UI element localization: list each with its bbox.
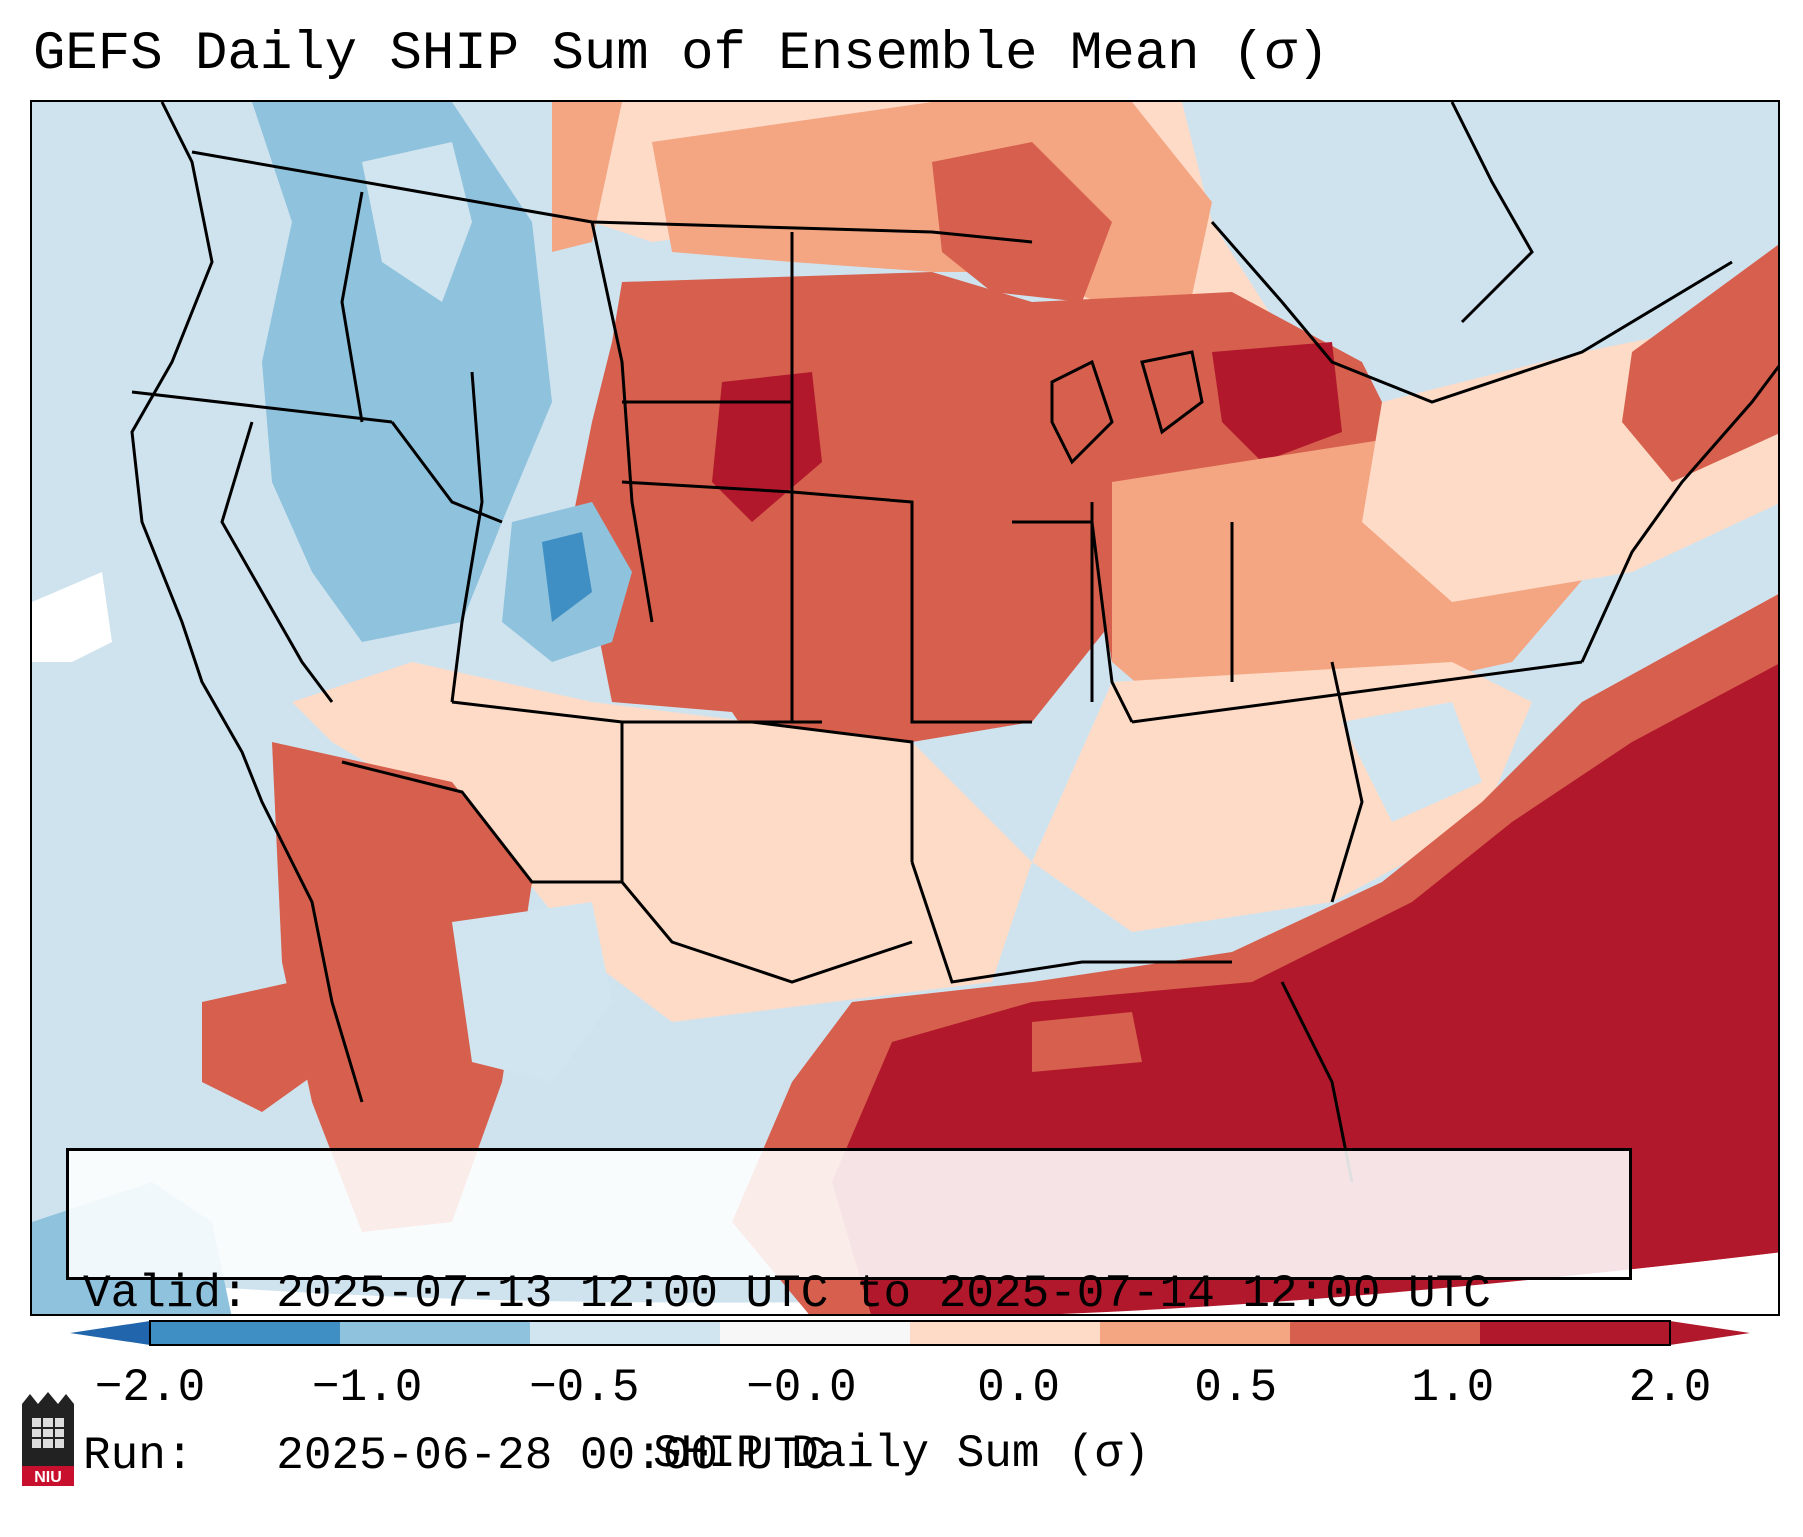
border-ok-tx [751,720,914,862]
run-row: Run: 2025-06-28 00:00 UTC [83,1429,1615,1483]
border-ks-ok [910,602,1032,724]
colorbar-tick-label: −1.0 [311,1362,423,1414]
colorbar-segment [910,1321,1101,1345]
anomaly-region [1342,702,1482,822]
svg-text:NIU: NIU [34,1469,62,1486]
anomaly-region [1032,1012,1142,1072]
map-panel [30,100,1780,1316]
border-mo-il [1012,520,1134,723]
projection-edge [32,1252,1778,1314]
valid-row: Valid: 2025-07-13 12:00 UTC to 2025-07-1… [83,1267,1615,1321]
valid-label: Valid: [83,1268,249,1320]
colorbar-label: SHIP Daily Sum (σ) [653,1428,1150,1480]
anomaly-region [252,102,552,642]
lake-michigan [1050,359,1114,465]
colorbar-extend-high [1670,1321,1750,1345]
west-coast-line [130,102,364,1103]
anomaly-region [572,272,1132,742]
border-tx-mx [620,881,913,984]
lake-huron [1140,350,1204,435]
colorbar-tick-label: −2.0 [94,1362,206,1414]
colorbar-segment [150,1321,341,1345]
border-ca-nv [220,421,334,703]
valid-value: 2025-07-13 12:00 UTC to 2025-07-14 12:00… [276,1268,1491,1320]
run-label: Run: [83,1430,194,1482]
colorbar-segment [340,1321,531,1345]
border-ga-sc [1330,661,1364,903]
border-tn-ky [1131,660,1583,724]
state-borders [130,102,1778,1183]
colorbar-outline [149,1320,1671,1346]
border-mt-dakotas [590,221,654,623]
colorbar-tick-label: 1.0 [1411,1362,1495,1414]
maine-border [1450,102,1534,324]
colorbar-tick-label: 2.0 [1628,1362,1712,1414]
colorbar-segment [1480,1321,1671,1345]
gulf-coast [910,861,1232,984]
anomaly-region [202,982,332,1112]
run-value: 2025-06-28 00:00 UTC [276,1430,829,1482]
colorbar [70,1320,1750,1346]
valid-run-info-box: Valid: 2025-07-13 12:00 UTC to 2025-07-1… [66,1148,1632,1482]
anomaly-region [362,142,472,302]
border-id-nv [390,421,503,524]
colorbar-segment [1100,1321,1291,1345]
anomaly-region [292,662,1032,1022]
chart-title: GEFS Daily SHIP Sum of Ensemble Mean (σ) [33,24,1330,85]
anomaly-region [932,142,1112,302]
border-or-ca [131,390,393,424]
niu-logo: NIU [22,1392,74,1486]
colorbar-segment [720,1321,911,1345]
colorbar-tick-label: −0.5 [529,1362,640,1414]
border-nv-ut [450,371,484,703]
anomaly-region [32,572,112,662]
anomaly-region [272,742,532,1232]
anomaly-region [452,902,612,1082]
colorbar-tick-label: −0.0 [746,1362,857,1414]
canada-east-border [1210,221,1733,404]
anomaly-region [712,372,822,522]
canada-border [191,150,1033,244]
colorbar-tick-label: 0.5 [1194,1362,1278,1414]
colorbar-segment [1290,1321,1481,1345]
colorbar-tick-label: 0.0 [977,1362,1060,1414]
anomaly-region [542,532,592,622]
atlantic-coast [1580,364,1778,663]
colorbar-extend-low [70,1321,150,1345]
border-id-or [340,191,364,423]
anomaly-region [1622,244,1778,482]
colorbar-segment [530,1321,721,1345]
anomaly-region [552,102,622,252]
border-ne-ks [621,480,914,602]
anomaly-map [32,102,1778,1314]
border-mexico-az [341,760,622,884]
anomaly-region [1212,342,1342,462]
